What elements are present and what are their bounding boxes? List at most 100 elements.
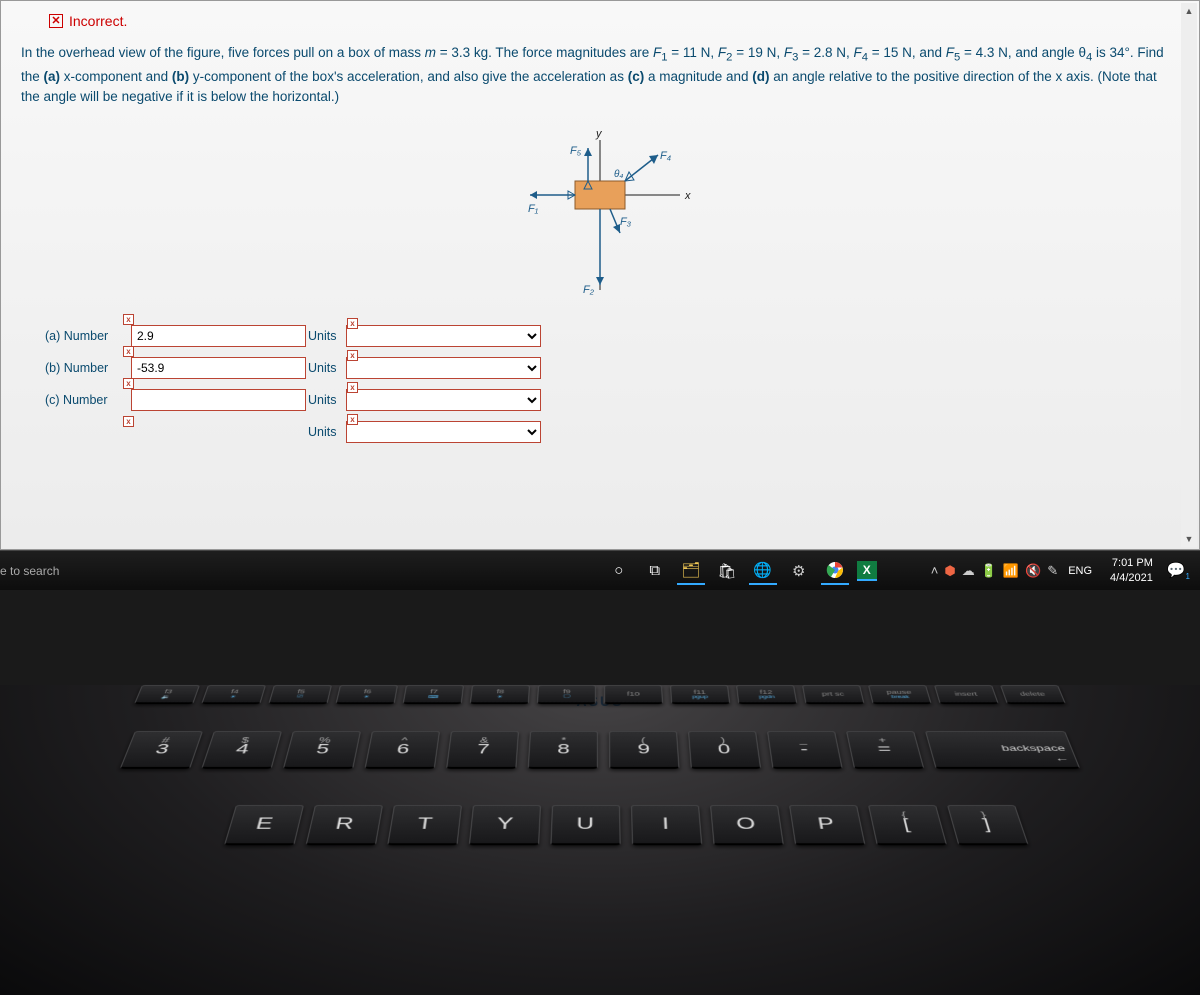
svg-text:F₃: F₃	[620, 216, 632, 228]
wrong-icon: x	[123, 378, 134, 389]
bracket-key: }]	[947, 805, 1029, 845]
number-key: &7	[446, 731, 519, 769]
letter-key: R	[305, 805, 382, 845]
settings-icon[interactable]: ⚙	[785, 557, 813, 585]
letter-key: E	[224, 805, 304, 845]
function-key-row: f3🔉f4☀f5⎚f6☀ f7⌨ f8☀ f9🖵 f10 f11pgup f12pgdn pr…	[0, 685, 1200, 704]
scrollbar[interactable]: ▲ ▼	[1181, 3, 1197, 547]
letter-key: O	[710, 805, 784, 845]
fn-key: f9🖵	[537, 685, 596, 704]
fn-key: f12pgdn	[736, 685, 797, 704]
number-input-c[interactable]	[131, 389, 306, 411]
x-icon: ✕	[49, 14, 63, 28]
force-diagram: x y F₁ F₂ F₃ F₄ θ₄ F₅	[480, 125, 720, 305]
units-select-d[interactable]	[346, 421, 541, 443]
scroll-down-arrow[interactable]: ▼	[1181, 531, 1197, 547]
fn-key: insert	[934, 685, 999, 704]
answer-row-a: (a) Number x Unitsx	[45, 325, 1179, 347]
bracket-key: {[	[868, 805, 947, 845]
units-select-b[interactable]	[346, 357, 541, 379]
number-key-row: #3$4%5^6&7*8 (9)0_-+=backspace←	[0, 731, 1200, 769]
units-label-b: Unitsx	[308, 361, 346, 375]
file-explorer-icon[interactable]: 🗂	[677, 557, 705, 585]
units-label-a: Unitsx	[308, 329, 346, 343]
search-box[interactable]: e to search	[0, 564, 59, 578]
windows-taskbar: e to search ○ ⧉ 🗂 🛍 🌐 ⚙ X ˄ ⬢ ☁ 🔋 📶 🔇 ✎ …	[0, 550, 1200, 590]
number-key: _-	[767, 731, 843, 769]
letter-key: P	[789, 805, 865, 845]
excel-icon[interactable]: X	[857, 561, 877, 581]
tray-expand-icon[interactable]: ˄	[931, 563, 939, 578]
wrong-icon: x	[123, 314, 134, 325]
letter-key-row: ERTYUIOP{[}]	[32, 805, 1200, 845]
answer-row-d: x Unitsx	[45, 421, 1179, 443]
answer-row-b: (b) Number x Unitsx	[45, 357, 1179, 379]
ms-store-icon[interactable]: 🛍	[713, 557, 741, 585]
problem-statement: In the overhead view of the figure, five…	[21, 43, 1179, 107]
feedback-text: Incorrect.	[69, 13, 127, 29]
box-shape	[575, 181, 625, 209]
svg-text:F₄: F₄	[660, 150, 671, 162]
number-input-a[interactable]	[131, 325, 306, 347]
number-key: %5	[283, 731, 361, 769]
wrong-icon: x	[123, 416, 134, 427]
fn-key: delete	[1000, 685, 1066, 704]
mcafee-icon[interactable]: ⬢	[944, 563, 955, 579]
language-indicator[interactable]: ENG	[1064, 565, 1096, 577]
fn-key: f11pgup	[670, 685, 730, 704]
wrong-icon: x	[347, 414, 358, 425]
fn-key: prt sc	[802, 685, 864, 704]
wifi-icon[interactable]: 📶	[1003, 563, 1019, 579]
units-label-d: Unitsx	[308, 425, 346, 439]
number-key: +=	[846, 731, 924, 769]
letter-key: U	[550, 805, 620, 845]
edge-icon[interactable]: 🌐	[749, 557, 777, 585]
task-view-icon[interactable]: ⧉	[641, 557, 669, 585]
system-tray: ˄ ⬢ ☁ 🔋 📶 🔇 ✎ ENG 7:01 PM 4/4/2021 💬1	[931, 556, 1190, 585]
homework-content-area: ▲ ▼ ✕ Incorrect. In the overhead view of…	[0, 0, 1200, 550]
letter-key: I	[631, 805, 702, 845]
units-label-c: Unitsx	[308, 393, 346, 407]
fn-key: f6☀	[336, 685, 398, 704]
clock[interactable]: 7:01 PM 4/4/2021	[1110, 556, 1153, 585]
fn-key: f8☀	[470, 685, 530, 704]
svg-text:F₅: F₅	[570, 145, 582, 157]
feedback-banner: ✕ Incorrect.	[49, 13, 1179, 29]
scroll-up-arrow[interactable]: ▲	[1181, 3, 1197, 19]
svg-text:F₂: F₂	[583, 284, 595, 296]
fn-key: f3🔉	[134, 685, 200, 704]
label-b: (b) Number	[45, 361, 131, 375]
wrong-icon: x	[347, 350, 358, 361]
letter-key: T	[387, 805, 462, 845]
units-select-c[interactable]	[346, 389, 541, 411]
letter-key: Y	[468, 805, 540, 845]
number-key: *8	[528, 731, 598, 769]
fn-key: f4☀	[201, 685, 266, 704]
y-axis-label: y	[595, 128, 603, 140]
number-key: #3	[120, 731, 203, 769]
notifications-icon[interactable]: 💬1	[1167, 561, 1190, 581]
number-key: ^6	[364, 731, 440, 769]
wrong-icon: x	[123, 346, 134, 357]
onedrive-icon[interactable]: ☁	[962, 563, 975, 579]
volume-icon[interactable]: 🔇	[1025, 563, 1041, 579]
label-c: (c) Number	[45, 393, 131, 407]
laptop-keyboard: ASUS f3🔉f4☀f5⎚f6☀f7⌨f8☀f9🖵f10f11pgupf12p…	[0, 685, 1200, 995]
number-key: $4	[201, 731, 282, 769]
fn-key: pausebreak	[868, 685, 932, 704]
fn-key: f10	[604, 685, 663, 704]
fn-key: f7⌨	[403, 685, 464, 704]
number-key: )0	[688, 731, 761, 769]
pen-icon[interactable]: ✎	[1047, 563, 1058, 579]
battery-icon[interactable]: 🔋	[981, 563, 997, 579]
answer-row-c: (c) Number x Unitsx	[45, 389, 1179, 411]
chrome-icon[interactable]	[821, 557, 849, 585]
x-axis-label: x	[684, 190, 691, 202]
svg-text:θ₄: θ₄	[614, 169, 623, 180]
backspace-key: backspace←	[925, 731, 1080, 769]
number-key: (9	[609, 731, 680, 769]
cortana-icon[interactable]: ○	[605, 557, 633, 585]
fn-key: f5⎚	[268, 685, 332, 704]
units-select-a[interactable]	[346, 325, 541, 347]
number-input-b[interactable]	[131, 357, 306, 379]
